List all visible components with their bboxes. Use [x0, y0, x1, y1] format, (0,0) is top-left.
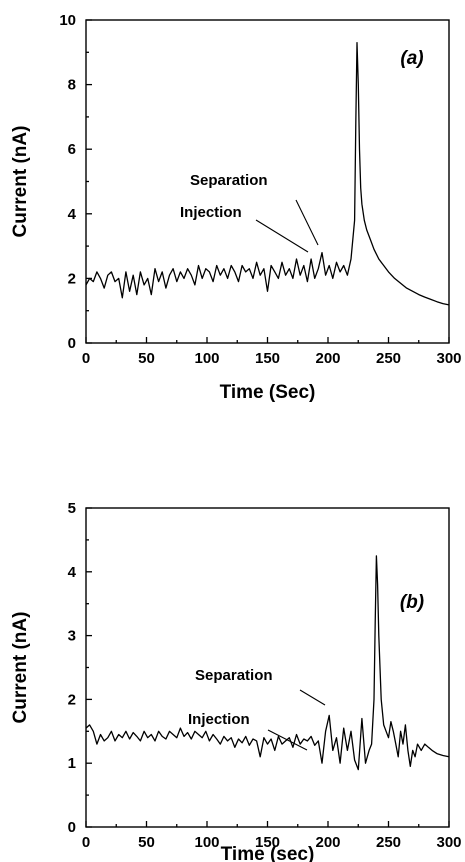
y-tick-label: 0 [68, 335, 76, 352]
series-line [85, 41, 450, 306]
annotation-arrow [295, 199, 319, 246]
annotation-injection: Injection [188, 711, 250, 728]
panel-label: (a) [400, 48, 423, 69]
annotation-separation: Separation [195, 667, 273, 684]
x-tick-label: 150 [255, 834, 280, 851]
x-tick-label: 100 [194, 834, 219, 851]
panel-label: (b) [400, 592, 424, 613]
x-tick-label: 300 [436, 834, 461, 851]
x-tick-label: 300 [436, 350, 461, 367]
annotation-separation: Separation [190, 172, 268, 189]
y-tick-label: 6 [68, 141, 76, 158]
y-tick-label: 0 [68, 819, 76, 836]
x-tick-label: 0 [82, 350, 90, 367]
y-tick-label: 10 [59, 12, 76, 29]
annotation-arrow [299, 689, 326, 706]
y-axis-title: Current (nA) [10, 612, 31, 724]
y-tick-label: 3 [68, 628, 76, 645]
x-tick-label: 200 [315, 350, 340, 367]
x-tick-label: 50 [138, 350, 155, 367]
x-tick-label: 200 [315, 834, 340, 851]
x-tick-label: 250 [376, 834, 401, 851]
y-tick-label: 2 [68, 270, 76, 287]
y-axis-title: Current (nA) [10, 126, 31, 238]
series-line [85, 555, 450, 771]
annotation-arrow [255, 219, 309, 253]
annotation-arrow [267, 729, 308, 751]
y-tick-label: 4 [68, 206, 77, 223]
y-tick-label: 8 [68, 77, 76, 94]
y-tick-label: 5 [68, 500, 76, 517]
x-axis-title: Time (sec) [221, 844, 315, 862]
y-tick-label: 1 [68, 755, 76, 772]
annotation-injection: Injection [180, 204, 242, 221]
x-tick-label: 50 [138, 834, 155, 851]
y-tick-label: 4 [68, 564, 77, 581]
x-tick-label: 150 [255, 350, 280, 367]
x-axis-title: Time (Sec) [220, 382, 316, 403]
y-tick-label: 2 [68, 691, 76, 708]
x-tick-label: 100 [194, 350, 219, 367]
x-tick-label: 250 [376, 350, 401, 367]
chart-panel-b: 0 50 100 150 200 250 300 0 1 2 3 4 5 Time (sec) Curren… [10, 500, 462, 862]
chart-panel-a: 0 50 100 150 200 250 300 0 2 4 6 8 10 Time (Sec) Curre… [10, 12, 462, 403]
x-tick-label: 0 [82, 834, 90, 851]
